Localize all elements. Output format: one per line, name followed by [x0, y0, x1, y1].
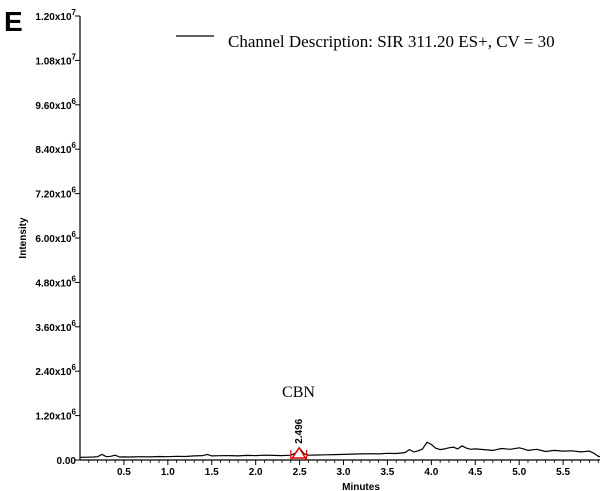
legend: Channel Description: SIR 311.20 ES+, CV …	[176, 32, 555, 51]
y-tick-label: 7.20x106	[35, 186, 76, 201]
y-tick-label: 0.00	[57, 456, 77, 467]
y-tick-label: 8.40x106	[35, 141, 76, 156]
x-tick-label: 0.5	[117, 467, 131, 478]
peak-retention-label: 2.496	[294, 418, 305, 443]
panel-label: E	[4, 6, 23, 37]
x-tick-label: 5.5	[556, 467, 570, 478]
x-tick-label: 1.5	[205, 467, 219, 478]
y-tick-label: 3.60x106	[35, 319, 76, 334]
x-tick-label: 5.0	[512, 467, 526, 478]
y-tick-label: 9.60x106	[35, 97, 76, 112]
annotation-cbn: CBN	[282, 384, 315, 401]
y-tick-label: 6.00x106	[35, 230, 76, 245]
legend-entry: Channel Description: SIR 311.20 ES+, CV …	[228, 32, 555, 51]
x-axis-ticks: 0.5 1.0 1.5 2.0 2.5 3.0 3.5 4.0 4.5 5.0 5.5	[88, 460, 599, 478]
x-tick-label: 4.0	[424, 467, 438, 478]
y-tick-label: 1.08x107	[35, 52, 76, 67]
y-tick-label: 1.20x106	[35, 408, 76, 423]
y-tick-label: 2.40x106	[35, 363, 76, 378]
x-tick-label: 4.5	[468, 467, 482, 478]
series-line	[79, 441, 601, 458]
y-tick-label: 1.20x107	[35, 8, 76, 23]
y-axis-title: Intensity	[18, 217, 29, 259]
axes	[79, 16, 600, 461]
plot-area	[79, 441, 601, 461]
x-tick-label: 2.0	[249, 467, 263, 478]
y-axis-ticks: 0.00 1.20x106 2.40x106 3.60x106 4.80x106 6.00…	[35, 8, 80, 467]
y-tick-label: 4.80x106	[35, 274, 76, 289]
x-tick-label: 1.0	[161, 467, 175, 478]
x-axis-title: Minutes	[342, 482, 380, 491]
x-tick-label: 2.5	[293, 467, 307, 478]
x-tick-label: 3.0	[337, 467, 351, 478]
peak-marker	[290, 446, 308, 461]
x-tick-label: 3.5	[380, 467, 394, 478]
